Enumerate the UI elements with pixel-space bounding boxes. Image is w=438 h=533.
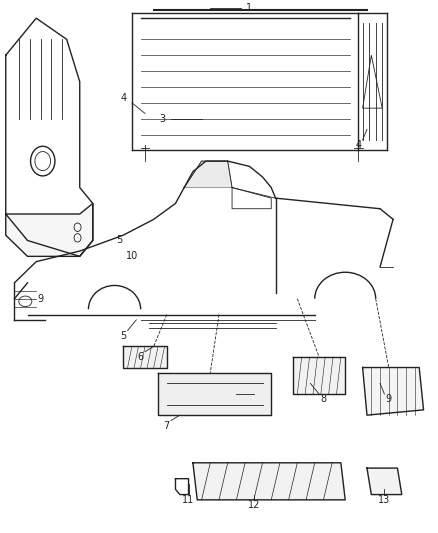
Text: 9: 9 bbox=[38, 294, 44, 304]
Text: 8: 8 bbox=[320, 394, 326, 404]
Polygon shape bbox=[363, 368, 424, 415]
Text: 7: 7 bbox=[164, 421, 170, 431]
Text: 13: 13 bbox=[378, 495, 391, 505]
Polygon shape bbox=[123, 346, 167, 368]
Polygon shape bbox=[293, 357, 345, 394]
Text: 4: 4 bbox=[355, 140, 361, 150]
Text: 5: 5 bbox=[120, 331, 127, 341]
Text: 11: 11 bbox=[182, 495, 194, 505]
Text: 12: 12 bbox=[247, 500, 260, 510]
Text: 5: 5 bbox=[116, 236, 122, 246]
Text: 9: 9 bbox=[386, 394, 392, 404]
Polygon shape bbox=[158, 373, 271, 415]
Text: 1: 1 bbox=[247, 3, 253, 13]
Polygon shape bbox=[184, 161, 232, 188]
Text: 6: 6 bbox=[138, 352, 144, 362]
Text: 3: 3 bbox=[159, 114, 166, 124]
Text: 4: 4 bbox=[120, 93, 126, 102]
Text: 10: 10 bbox=[126, 252, 138, 261]
Polygon shape bbox=[6, 204, 93, 256]
Polygon shape bbox=[367, 468, 402, 495]
Polygon shape bbox=[193, 463, 345, 500]
